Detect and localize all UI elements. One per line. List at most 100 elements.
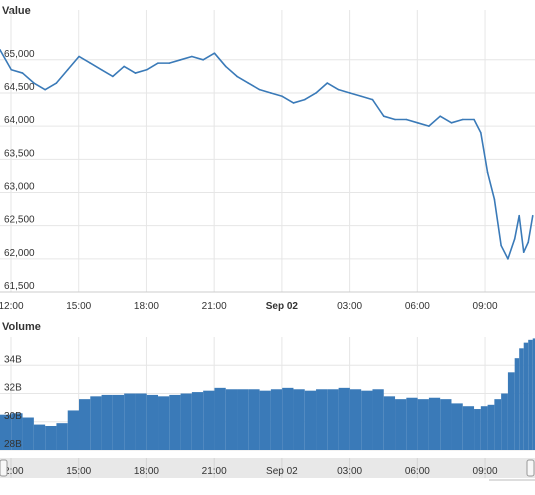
- volume-bar: [180, 393, 192, 450]
- volume-bar: [0, 414, 12, 450]
- volume-bar: [304, 390, 317, 450]
- value-x-tick-label: 06:00: [405, 301, 430, 312]
- volume-bar: [101, 394, 113, 450]
- volume-bar: [507, 372, 515, 450]
- navigator-tick-label: 12:00: [0, 466, 24, 477]
- value-data-point: [10, 68, 13, 71]
- value-data-point: [473, 118, 475, 121]
- volume-bar: [519, 348, 524, 450]
- navigator-right-handle[interactable]: [526, 459, 535, 477]
- volume-bar: [316, 389, 328, 450]
- value-data-point: [168, 62, 171, 64]
- value-y-tick-label: 63,000: [4, 181, 35, 192]
- value-data-point: [213, 52, 216, 54]
- navigator-tick-label: 03:00: [337, 466, 362, 477]
- value-data-point: [224, 65, 227, 68]
- volume-bar: [214, 387, 226, 450]
- value-x-ticks: 12:00 15:00 18:00 21:00 Sep 02 03:00 06:00 09:0…: [0, 301, 498, 312]
- value-y-tick-label: 64,500: [4, 82, 35, 93]
- value-data-point: [303, 98, 306, 101]
- volume-bar: [282, 387, 294, 450]
- navigator-track[interactable]: [0, 458, 535, 478]
- volume-bar: [33, 424, 46, 450]
- value-data-point: [270, 92, 272, 94]
- value-data-point: [527, 241, 530, 244]
- volume-y-tick-label: 28B: [4, 439, 22, 450]
- value-data-point: [202, 59, 204, 61]
- value-data-point: [315, 92, 317, 94]
- value-data-point: [513, 238, 516, 240]
- volume-bar: [90, 396, 102, 450]
- value-data-point: [450, 122, 453, 124]
- value-data-point: [66, 68, 69, 71]
- volume-bar: [112, 394, 125, 450]
- volume-bar: [487, 404, 495, 450]
- value-data-point: [21, 72, 24, 74]
- value-data-point: [100, 68, 103, 71]
- volume-y-ticks: 28B 30B 32B 34B: [4, 354, 22, 450]
- value-data-point: [493, 198, 496, 200]
- volume-bar: [158, 396, 170, 450]
- navigator-tick-label: 21:00: [202, 466, 227, 477]
- value-x-tick-label: 15:00: [66, 301, 91, 312]
- volume-y-tick-label: 30B: [4, 411, 22, 422]
- value-data-point: [507, 258, 509, 260]
- value-data-point: [337, 88, 340, 91]
- navigator-tick-label: 06:00: [405, 466, 430, 477]
- value-data-point: [236, 75, 238, 78]
- value-data-point: [428, 125, 430, 127]
- volume-bar: [270, 389, 283, 450]
- value-data-point: [461, 118, 464, 121]
- navigator-tick-label: 18:00: [134, 466, 159, 477]
- volume-bar: [428, 397, 441, 450]
- volume-bar: [79, 399, 91, 450]
- volume-bar: [532, 338, 535, 450]
- volume-bar: [135, 393, 147, 450]
- volume-bar: [203, 390, 215, 450]
- value-data-point: [394, 118, 396, 121]
- value-data-point: [123, 65, 125, 68]
- value-data-point: [145, 68, 148, 71]
- volume-bar: [474, 409, 481, 450]
- navigator[interactable]: 12:00 15:00 18:00 21:00 Sep 02 03:00 06:00 09:0…: [0, 458, 535, 481]
- value-data-point: [89, 62, 92, 64]
- value-data-point: [439, 115, 441, 117]
- volume-bar: [237, 389, 249, 450]
- value-data-point: [179, 59, 182, 61]
- value-data-point: [44, 88, 46, 91]
- volume-bar: [406, 397, 418, 450]
- navigator-tick-label: 15:00: [66, 466, 91, 477]
- value-data-point: [360, 95, 362, 98]
- value-y-tick-label: 63,500: [4, 148, 35, 159]
- value-data-point: [112, 75, 114, 78]
- volume-bar: [372, 389, 384, 450]
- volume-bar: [225, 389, 238, 450]
- volume-bar: [259, 390, 271, 450]
- value-y-tick-label: 62,000: [4, 248, 35, 259]
- volume-bar: [191, 392, 204, 450]
- navigator-left-handle[interactable]: [0, 459, 8, 477]
- value-data-point: [292, 102, 295, 104]
- value-data-point: [281, 95, 283, 98]
- volume-bar: [56, 423, 68, 450]
- value-y-ticks: 61,500 62,000 62,500 63,000 63,500 64,000 64,5…: [4, 49, 35, 292]
- value-data-point: [405, 118, 408, 121]
- value-data-point: [416, 122, 419, 124]
- value-data-point: [382, 115, 385, 117]
- volume-bar: [11, 413, 23, 450]
- value-y-tick-label: 64,000: [4, 115, 35, 126]
- volume-bar: [338, 387, 350, 450]
- value-series: [0, 49, 534, 260]
- volume-y-tick-label: 32B: [4, 383, 22, 394]
- volume-bar: [480, 406, 488, 450]
- value-data-point: [157, 62, 159, 64]
- navigator-tick-label: 09:00: [473, 466, 498, 477]
- value-data-point: [55, 82, 58, 84]
- volume-panel-title: Volume: [2, 321, 41, 333]
- value-data-point: [531, 214, 534, 217]
- volume-panel: Volume 28B 30B 32B 34B: [0, 321, 535, 451]
- value-data-point: [371, 98, 374, 101]
- value-data-point: [326, 82, 329, 84]
- value-data-point: [191, 55, 193, 58]
